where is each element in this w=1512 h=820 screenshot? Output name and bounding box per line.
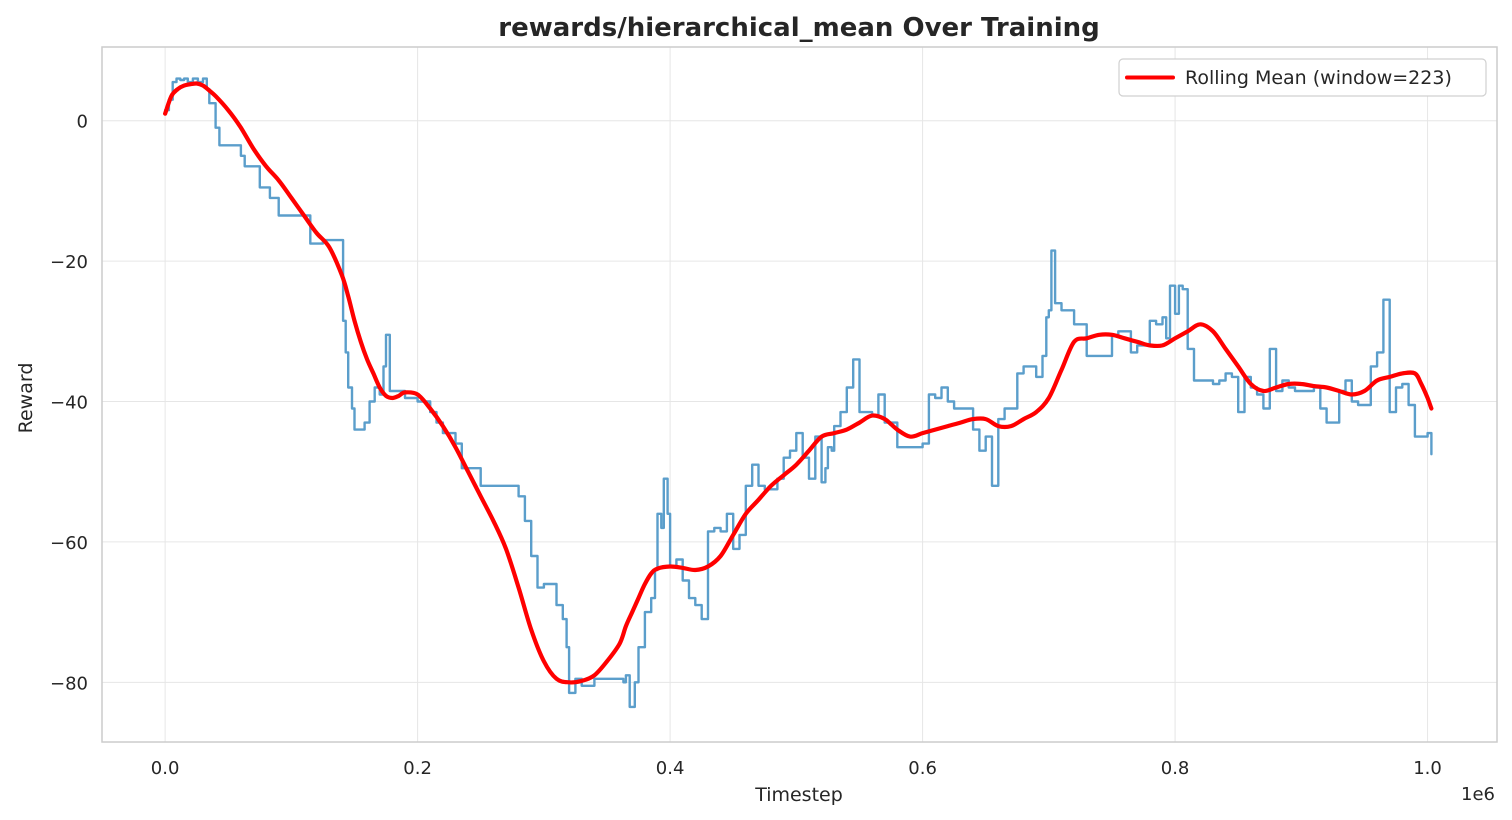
x-tick-label: 0.0	[151, 758, 180, 779]
chart-title: rewards/hierarchical_mean Over Training	[498, 13, 1099, 43]
y-tick-label: −20	[50, 252, 88, 273]
x-tick-label: 0.8	[1161, 758, 1190, 779]
legend-label-rolling-mean: Rolling Mean (window=223)	[1185, 67, 1452, 89]
x-tick-labels: 0.0 0.2 0.4 0.6 0.8 1.0	[151, 758, 1442, 779]
series-layer	[163, 77, 1434, 709]
legend: Rolling Mean (window=223)	[1118, 58, 1487, 97]
x-tick-label: 0.6	[908, 758, 937, 779]
y-tick-labels: 0 −20 −40 −60 −80	[50, 112, 88, 695]
x-tick-label: 0.2	[403, 758, 432, 779]
y-tick-label: 0	[77, 112, 88, 133]
x-axis-multiplier: 1e6	[1461, 784, 1495, 805]
raw-reward-series-line	[163, 77, 1433, 709]
plot-frame	[101, 46, 1498, 743]
y-tick-label: −60	[50, 533, 88, 554]
legend-box	[1118, 58, 1487, 97]
y-tick-label: −40	[50, 393, 88, 414]
y-tick-label: −80	[50, 673, 88, 694]
x-axis-label: Timestep	[754, 784, 843, 806]
x-tick-label: 0.4	[656, 758, 685, 779]
x-tick-label: 1.0	[1413, 758, 1442, 779]
y-axis-label: Reward	[15, 363, 37, 434]
rolling-mean-series-line	[163, 81, 1434, 685]
grid-lines	[102, 47, 1497, 742]
